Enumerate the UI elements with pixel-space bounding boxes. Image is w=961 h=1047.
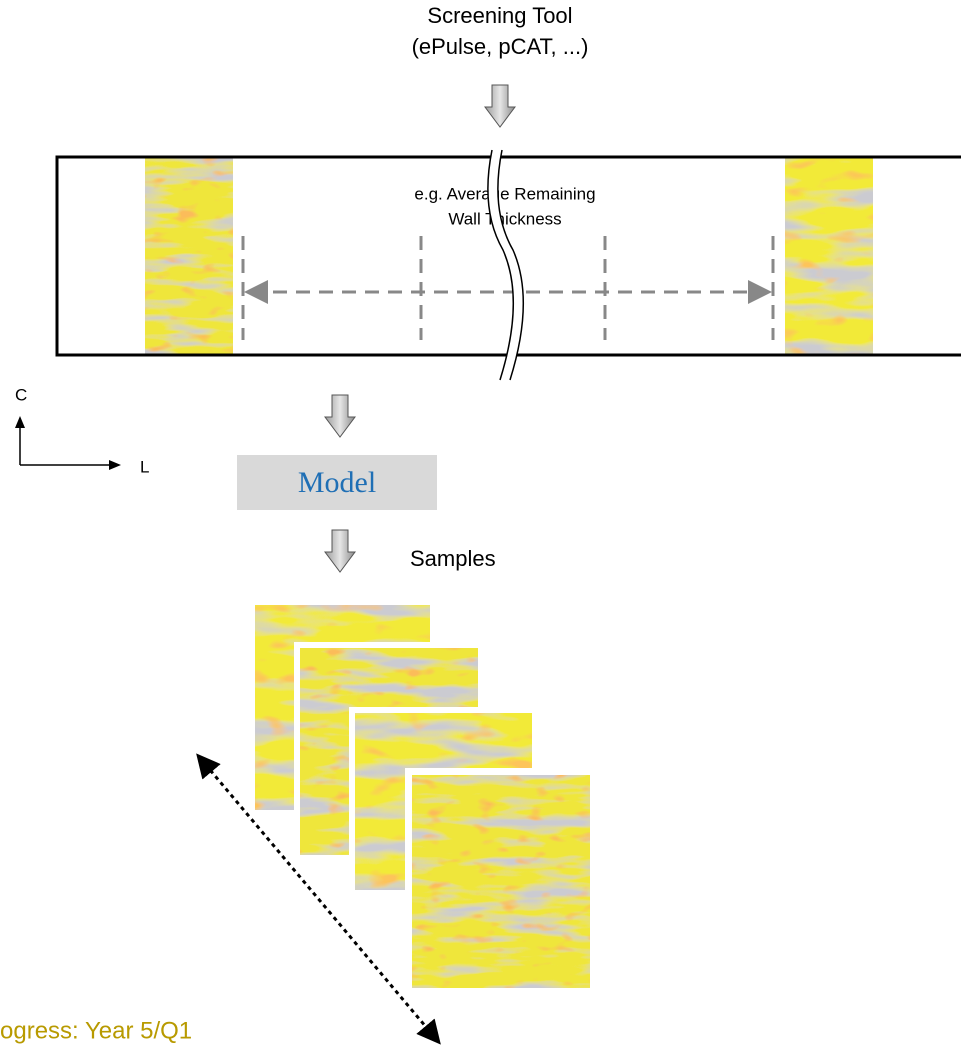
- axis-lines: [20, 422, 115, 465]
- block-arrow: [485, 85, 515, 127]
- axis-label: L: [140, 457, 149, 476]
- header-line: Screening Tool: [427, 3, 572, 28]
- model-label: Model: [298, 466, 376, 499]
- diagram: Screening Tool (ePulse, pCAT, ...) e.g. …: [0, 0, 961, 1047]
- footer: ogress: Year 5/Q1: [0, 1017, 192, 1044]
- axis-heads: [15, 416, 121, 470]
- pipe-label: e.g. Average Remaining: [414, 184, 595, 203]
- samples-label: Samples: [410, 546, 496, 571]
- header-line: (ePulse, pCAT, ...): [412, 34, 589, 59]
- block-arrow: [325, 530, 355, 572]
- page: {"header": {"line1": "Screening Tool", "…: [0, 0, 961, 1047]
- pipe-label: Wall Thickness: [448, 209, 561, 228]
- sample-stack: [252, 602, 597, 995]
- axis-label: C: [15, 385, 27, 404]
- block-arrow: [325, 395, 355, 437]
- scan-strip: [145, 158, 233, 355]
- scan-strip: [785, 158, 873, 355]
